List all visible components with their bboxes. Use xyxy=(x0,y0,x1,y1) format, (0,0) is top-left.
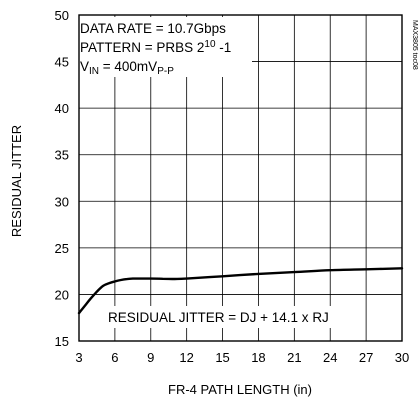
residual-jitter-series-line xyxy=(77,267,404,315)
x-tick-labels: 3 6 9 12 15 18 21 24 27 30 xyxy=(75,350,409,365)
y-tick-label: 15 xyxy=(55,334,69,349)
annotation-vin: VIN = 400mVP-P xyxy=(80,59,174,77)
x-tick-label: 30 xyxy=(395,350,409,365)
y-tick-label: 20 xyxy=(55,287,69,302)
y-tick-label: 30 xyxy=(55,194,69,209)
x-tick-label: 21 xyxy=(287,350,301,365)
y-tick-label: 40 xyxy=(55,101,69,116)
y-tick-label: 45 xyxy=(55,55,69,70)
x-tick-label: 12 xyxy=(179,350,193,365)
x-tick-label: 3 xyxy=(75,350,82,365)
x-tick-label: 24 xyxy=(323,350,337,365)
x-tick-label: 9 xyxy=(147,350,154,365)
x-tick-label: 27 xyxy=(359,350,373,365)
annotation-data-rate: DATA RATE = 10.7Gbps xyxy=(80,21,226,36)
figure-id: MAX3805 toc08 xyxy=(411,20,418,70)
y-tick-label: 25 xyxy=(55,241,69,256)
annotation-pattern: PATTERN = PRBS 210 -1 xyxy=(80,39,231,55)
formula-box xyxy=(104,306,344,328)
annotation-box xyxy=(76,17,252,77)
y-axis-title: RESIDUAL JITTER xyxy=(9,125,24,237)
y-tick-labels: 15 20 25 30 35 40 45 50 xyxy=(55,8,69,349)
x-axis-title: FR-4 PATH LENGTH (in) xyxy=(168,382,312,397)
x-tick-label: 6 xyxy=(111,350,118,365)
y-tick-label: 50 xyxy=(55,8,69,23)
y-tick-label: 35 xyxy=(55,148,69,163)
x-tick-label: 15 xyxy=(215,350,229,365)
x-tick-label: 18 xyxy=(251,350,265,365)
plot-frame xyxy=(78,14,403,342)
annotation-formula: RESIDUAL JITTER = DJ + 14.1 x RJ xyxy=(108,310,329,325)
